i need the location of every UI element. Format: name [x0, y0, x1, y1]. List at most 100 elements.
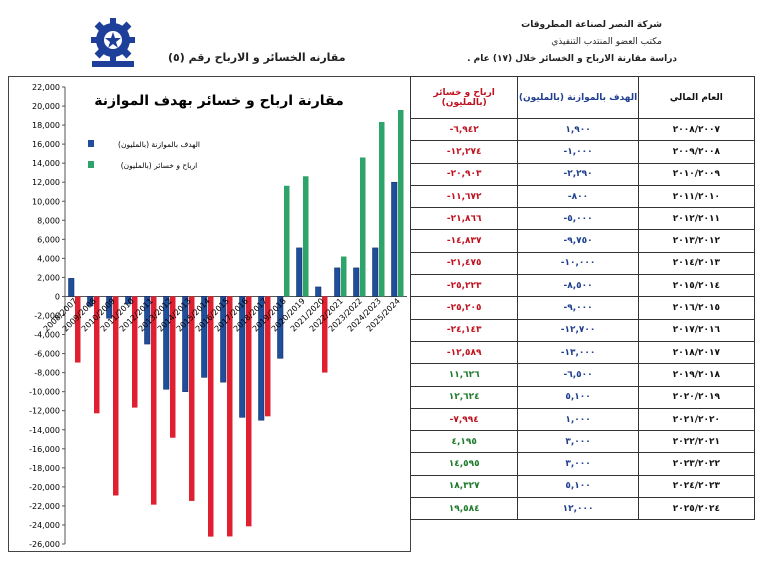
year-cell: ٢٠٢٥/٢٠٢٤: [637, 497, 756, 521]
budget-cell: ١,٩٠٠: [517, 117, 639, 142]
year-cell: ٢٠١٩/٢٠١٨: [637, 363, 756, 387]
profit-cell: ٢٥,٢٢٣-: [409, 274, 519, 298]
budget-cell: ٥,١٠٠: [517, 385, 639, 409]
chart-panel: مقارنة ارباح و خسائر بهدف الموازنة الهدف…: [8, 76, 411, 552]
bar-budget: [372, 247, 379, 297]
profit-cell: ٢٤,١٤٣-: [409, 318, 519, 342]
bar-budget: [239, 296, 246, 418]
profit-cell: ١٤,٨٣٧-: [409, 229, 519, 253]
bar-budget: [258, 296, 265, 421]
header-budget: الهدف بالموازنة (بالمليون): [517, 76, 639, 119]
profit-cell: ١١,٦٢٦: [409, 363, 519, 387]
y-tick-label: -4,000: [34, 331, 60, 340]
year-cell: ٢٠١٥/٢٠١٤: [637, 274, 756, 298]
year-cell: ٢٠٢١/٢٠٢٠: [637, 407, 756, 432]
table-row: ٢٠٢٤/٢٠٢٣ ٥,١٠٠ ١٨,٣٢٧: [409, 474, 756, 499]
bar-budget: [87, 296, 94, 307]
budget-cell: ١٢,٧٠٠-: [517, 318, 639, 342]
y-tick-label: 14,000: [32, 159, 60, 168]
y-tick-label: 16,000: [32, 140, 60, 149]
bar-budget: [277, 296, 284, 359]
table-row: ٢٠٢٠/٢٠١٩ ٥,١٠٠ ١٢,٦٢٤: [409, 385, 756, 409]
budget-cell: ٩,٠٠٠-: [517, 296, 639, 320]
y-tick-label: -26,000: [29, 540, 60, 549]
year-cell: ٢٠١٨/٢٠١٧: [637, 340, 756, 365]
bar-budget: [353, 267, 360, 297]
data-table-panel: العام المالي الهدف بالموازنة (بالمليون) …: [409, 76, 756, 550]
bar-profit: [341, 256, 347, 297]
year-cell: ٢٠٢٠/٢٠١٩: [637, 385, 756, 409]
bar-profit: [75, 296, 81, 363]
bar-budget: [391, 181, 398, 297]
y-tick-label: -22,000: [29, 502, 60, 511]
bar-profit: [94, 296, 100, 414]
profit-cell: ١٢,٢٧٤-: [409, 140, 519, 164]
y-tick-label: -8,000: [34, 369, 60, 378]
table-row: ٢٠١٤/٢٠١٣ ١٠,٠٠٠- ٢١,٤٧٥-: [409, 251, 756, 276]
bar-budget: [144, 296, 151, 345]
bar-profit: [322, 296, 328, 373]
table-header-row: العام المالي الهدف بالموازنة (بالمليون) …: [409, 76, 756, 119]
budget-cell: ٩,٧٥٠-: [517, 229, 639, 253]
profit-cell: ٧,٩٩٤-: [409, 407, 519, 432]
year-cell: ٢٠٢٣/٢٠٢٢: [637, 452, 756, 476]
bar-budget: [220, 296, 227, 383]
year-cell: ٢٠٠٨/٢٠٠٧: [637, 117, 756, 142]
legend: الهدف بالموازنة (بالمليون) ارباح و خسائر…: [88, 140, 200, 170]
table-row: ٢٠٠٨/٢٠٠٧ ١,٩٠٠ ٦,٩٤٢-: [409, 117, 756, 142]
y-tick-label: 12,000: [32, 178, 60, 187]
table-row: ٢٠٢٢/٢٠٢١ ٣,٠٠٠ ٤,١٩٥: [409, 430, 756, 454]
profit-cell: ٢١,٨٦٦-: [409, 207, 519, 231]
table-row: ٢٠٢١/٢٠٢٠ ١,٠٠٠ ٧,٩٩٤-: [409, 407, 756, 432]
budget-cell: ٨,٥٠٠-: [517, 274, 639, 298]
y-tick-label: 4,000: [37, 254, 60, 263]
chart-number: مقارنه الخسائر و الارباح رقم (٥): [168, 51, 346, 64]
table-row: ٢٠٢٣/٢٠٢٢ ٣,٠٠٠ ١٤,٥٩٥: [409, 452, 756, 476]
y-tick-label: -10,000: [29, 388, 60, 397]
bar-profit: [379, 121, 385, 297]
company-logo-icon: [91, 18, 135, 67]
header-profit: ارباح و خسائر (بالمليون): [409, 76, 519, 119]
table-row: ٢٠١١/٢٠١٠ ٨٠٠- ١١,٦٧٢-: [409, 184, 756, 209]
budget-cell: ١٣,٠٠٠-: [517, 340, 639, 365]
y-tick-label: 10,000: [32, 197, 60, 206]
y-tick-label: 22,000: [32, 83, 60, 92]
y-tick-label: 20,000: [32, 102, 60, 111]
office-name: مكتب العضو المنتدب التنفيذي: [551, 37, 662, 47]
profit-cell: ٢١,٤٧٥-: [409, 251, 519, 276]
budget-cell: ١٢,٠٠٠: [517, 497, 639, 521]
profit-cell: ١٨,٣٢٧: [409, 474, 519, 499]
profit-cell: ١٢,٥٨٩-: [409, 340, 519, 365]
y-tick-label: -18,000: [29, 464, 60, 473]
budget-cell: ٦,٥٠٠-: [517, 363, 639, 387]
legend-profit-swatch: [88, 161, 94, 168]
budget-cell: ٢,٢٩٠-: [517, 162, 639, 186]
profit-cell: ٢٥,٢٠٥-: [409, 296, 519, 320]
y-tick-label: 2,000: [37, 273, 60, 282]
bar-budget: [163, 296, 170, 390]
y-tick-label: -2,000: [34, 312, 60, 321]
table-row: ٢٠١٨/٢٠١٧ ١٣,٠٠٠- ١٢,٥٨٩-: [409, 340, 756, 365]
y-tick-label: 18,000: [32, 121, 60, 130]
year-cell: ٢٠٠٩/٢٠٠٨: [637, 140, 756, 164]
y-tick-label: -24,000: [29, 521, 60, 530]
bar-budget: [296, 247, 303, 297]
year-cell: ٢٠١٠/٢٠٠٩: [637, 162, 756, 186]
year-cell: ٢٠١١/٢٠١٠: [637, 184, 756, 209]
chart-title: مقارنة ارباح و خسائر بهدف الموازنة: [94, 93, 344, 109]
study-title: دراسة مقارنة الارباح و الخسائر خلال (١٧)…: [467, 54, 677, 64]
budget-cell: ١٠,٠٠٠-: [517, 251, 639, 276]
legend-budget-swatch: [88, 140, 94, 147]
bar-profit: [151, 296, 157, 505]
y-tick-label: -6,000: [34, 350, 60, 359]
y-tick-label: 6,000: [37, 235, 60, 244]
table-row: ٢٠٢٥/٢٠٢٤ ١٢,٠٠٠ ١٩,٥٨٤: [409, 497, 756, 521]
bar-budget: [334, 267, 341, 297]
y-tick-label: -20,000: [29, 483, 60, 492]
profit-cell: ٢٠,٩٠٣-: [409, 162, 519, 186]
y-tick-label: -16,000: [29, 445, 60, 454]
bar-budget: [106, 296, 113, 319]
profit-cell: ٦,٩٤٢-: [409, 117, 519, 142]
bar-budget: [68, 278, 75, 297]
y-tick-label: 0: [55, 292, 60, 301]
